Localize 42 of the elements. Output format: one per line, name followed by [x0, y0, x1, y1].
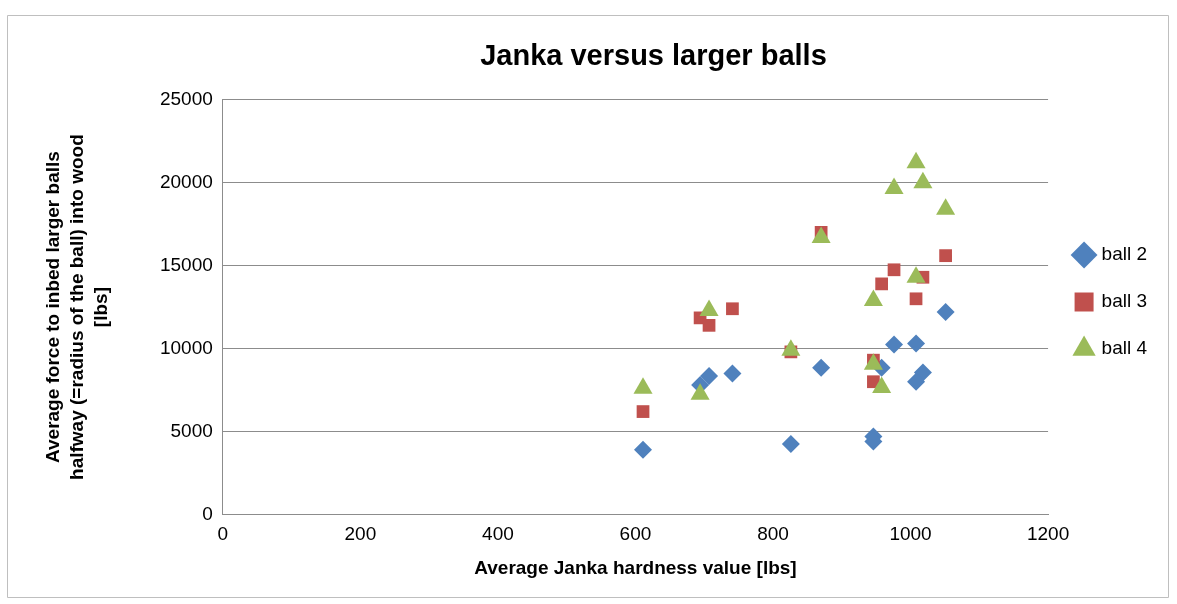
legend-label: ball 3: [1101, 290, 1147, 312]
y-tick-label: 10000: [159, 336, 213, 358]
point: [875, 277, 889, 291]
x-tick-label: 200: [344, 523, 377, 545]
x-axis-title: Average Janka hardness value [lbs]: [474, 556, 797, 578]
point: [936, 303, 955, 322]
point: [811, 226, 831, 243]
legend-label: ball 4: [1101, 337, 1148, 359]
x-tick-label: 1000: [889, 523, 932, 545]
point: [700, 366, 719, 385]
point: [913, 363, 932, 382]
point: [702, 318, 716, 332]
point: [634, 440, 653, 459]
x-tick-label: 400: [482, 523, 514, 545]
point: [723, 364, 742, 383]
point: [907, 334, 926, 353]
y-tick-label: 5000: [170, 419, 213, 441]
legend-label: ball 2: [1101, 243, 1147, 265]
point: [812, 358, 831, 377]
point: [884, 177, 904, 195]
point: [781, 434, 800, 453]
point: [939, 249, 952, 263]
x-tick-label: 800: [757, 523, 789, 545]
point: [907, 372, 926, 391]
point: [636, 405, 650, 418]
point: [726, 302, 739, 316]
y-tick-label: 15000: [159, 253, 213, 275]
point: [906, 266, 926, 283]
x-tick-label: 0: [217, 523, 229, 545]
x-tick-label: 1200: [1026, 523, 1070, 545]
x-tick-label: 600: [619, 523, 652, 545]
point: [909, 292, 923, 306]
point: [887, 263, 901, 277]
point: [913, 171, 933, 189]
chart-title: Janka versus larger balls: [480, 39, 827, 72]
point: [885, 335, 904, 354]
y-tick-label: 20000: [159, 170, 213, 192]
y-axis-title: Average force to inbed larger balls halfway (=radius of the ball) into wood [lbs]: [42, 134, 112, 480]
point: [936, 198, 956, 215]
y-tick-label: 0: [202, 502, 213, 524]
point: [906, 151, 926, 169]
y-tick-label: 25000: [159, 88, 213, 110]
